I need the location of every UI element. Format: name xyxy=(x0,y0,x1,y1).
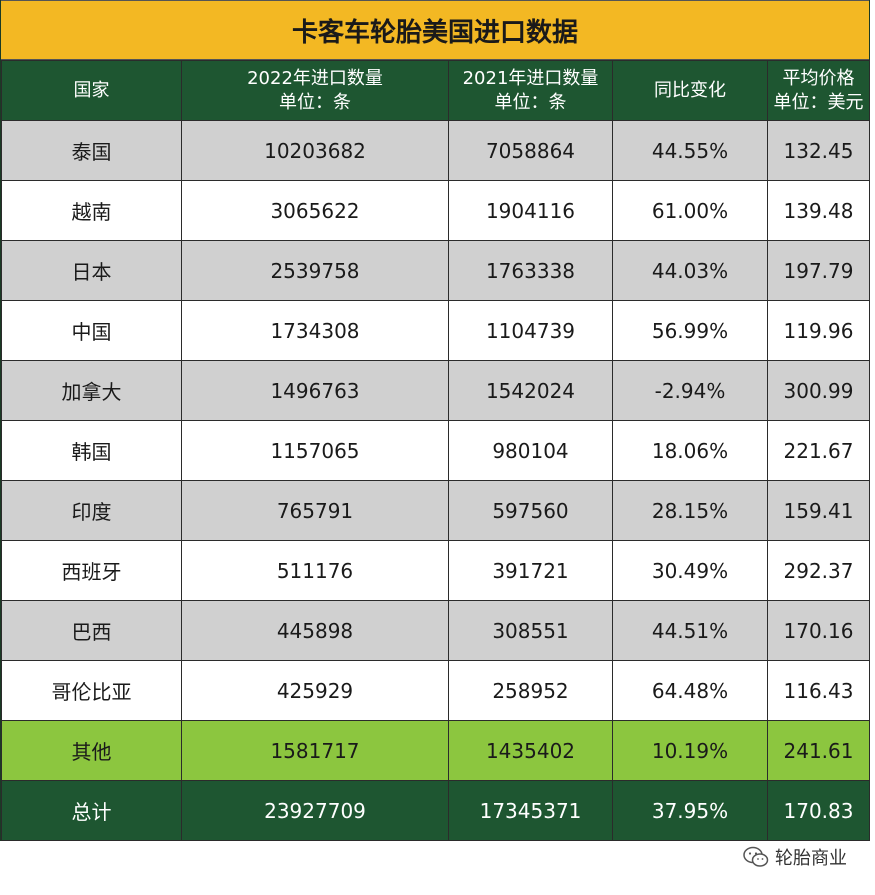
header-qty-2022: 2022年进口数量 单位：条 xyxy=(181,60,449,121)
table-row: 加拿大 1496763 1542024 -2.94% 300.99 xyxy=(1,360,870,421)
table-row: 泰国 10203682 7058864 44.55% 132.45 xyxy=(1,120,870,181)
cell-qty-2022: 765791 xyxy=(181,480,449,541)
cell-qty-2022: 1157065 xyxy=(181,420,449,481)
cell-qty-2022: 425929 xyxy=(181,660,449,721)
cell-yoy: 10.19% xyxy=(612,720,768,781)
import-data-table: 国家 2022年进口数量 单位：条 2021年进口数量 单位：条 同比变化 平均价格… xyxy=(1,60,870,841)
cell-qty-2021: 1104739 xyxy=(448,300,613,361)
cell-qty-2021: 17345371 xyxy=(448,780,613,841)
cell-qty-2021: 1542024 xyxy=(448,360,613,421)
header-avg-price: 平均价格 单位：美元 xyxy=(767,60,870,121)
cell-country: 西班牙 xyxy=(1,540,182,601)
cell-yoy: 37.95% xyxy=(612,780,768,841)
header-qty-2021: 2021年进口数量 单位：条 xyxy=(448,60,613,121)
table-row: 日本 2539758 1763338 44.03% 197.79 xyxy=(1,240,870,301)
cell-country: 巴西 xyxy=(1,600,182,661)
cell-qty-2022: 511176 xyxy=(181,540,449,601)
table-row-total: 总计 23927709 17345371 37.95% 170.83 xyxy=(1,780,870,841)
cell-qty-2021: 258952 xyxy=(448,660,613,721)
cell-price: 197.79 xyxy=(767,240,870,301)
cell-yoy: 30.49% xyxy=(612,540,768,601)
cell-price: 221.67 xyxy=(767,420,870,481)
table-row-other: 其他 1581717 1435402 10.19% 241.61 xyxy=(1,720,870,781)
cell-qty-2021: 308551 xyxy=(448,600,613,661)
cell-qty-2021: 980104 xyxy=(448,420,613,481)
cell-country: 韩国 xyxy=(1,420,182,481)
cell-price: 300.99 xyxy=(767,360,870,421)
cell-country: 日本 xyxy=(1,240,182,301)
cell-country: 其他 xyxy=(1,720,182,781)
cell-price: 159.41 xyxy=(767,480,870,541)
cell-yoy: 44.03% xyxy=(612,240,768,301)
cell-yoy: 28.15% xyxy=(612,480,768,541)
data-sheet: 卡客车轮胎美国进口数据 国家 2022年进口数量 单位：条 2021年进口数量 单位… xyxy=(0,0,870,841)
header-country: 国家 xyxy=(1,60,182,121)
cell-yoy: 44.55% xyxy=(612,120,768,181)
cell-yoy: 44.51% xyxy=(612,600,768,661)
table-row: 巴西 445898 308551 44.51% 170.16 xyxy=(1,600,870,661)
cell-country: 加拿大 xyxy=(1,360,182,421)
cell-qty-2021: 391721 xyxy=(448,540,613,601)
cell-qty-2022: 1496763 xyxy=(181,360,449,421)
cell-country: 哥伦比亚 xyxy=(1,660,182,721)
cell-price: 116.43 xyxy=(767,660,870,721)
cell-country: 印度 xyxy=(1,480,182,541)
cell-price: 170.16 xyxy=(767,600,870,661)
table-row: 中国 1734308 1104739 56.99% 119.96 xyxy=(1,300,870,361)
cell-price: 241.61 xyxy=(767,720,870,781)
table-row: 越南 3065622 1904116 61.00% 139.48 xyxy=(1,180,870,241)
wechat-icon xyxy=(743,846,769,867)
header-row: 国家 2022年进口数量 单位：条 2021年进口数量 单位：条 同比变化 平均价格… xyxy=(1,60,870,121)
cell-price: 132.45 xyxy=(767,120,870,181)
cell-qty-2021: 597560 xyxy=(448,480,613,541)
cell-qty-2022: 10203682 xyxy=(181,120,449,181)
cell-yoy: 64.48% xyxy=(612,660,768,721)
table-row: 韩国 1157065 980104 18.06% 221.67 xyxy=(1,420,870,481)
table-row: 印度 765791 597560 28.15% 159.41 xyxy=(1,480,870,541)
cell-qty-2021: 1435402 xyxy=(448,720,613,781)
cell-price: 139.48 xyxy=(767,180,870,241)
cell-country: 中国 xyxy=(1,300,182,361)
cell-yoy: 18.06% xyxy=(612,420,768,481)
cell-qty-2022: 23927709 xyxy=(181,780,449,841)
cell-qty-2022: 3065622 xyxy=(181,180,449,241)
cell-qty-2021: 1763338 xyxy=(448,240,613,301)
cell-country: 总计 xyxy=(1,780,182,841)
cell-country: 泰国 xyxy=(1,120,182,181)
cell-qty-2022: 1581717 xyxy=(181,720,449,781)
cell-price: 170.83 xyxy=(767,780,870,841)
table-row: 哥伦比亚 425929 258952 64.48% 116.43 xyxy=(1,660,870,721)
cell-price: 119.96 xyxy=(767,300,870,361)
table-title: 卡客车轮胎美国进口数据 xyxy=(1,0,869,60)
cell-qty-2022: 1734308 xyxy=(181,300,449,361)
table-row: 西班牙 511176 391721 30.49% 292.37 xyxy=(1,540,870,601)
cell-qty-2022: 2539758 xyxy=(181,240,449,301)
cell-qty-2021: 7058864 xyxy=(448,120,613,181)
cell-yoy: -2.94% xyxy=(612,360,768,421)
header-yoy: 同比变化 xyxy=(612,60,768,121)
cell-yoy: 61.00% xyxy=(612,180,768,241)
source-label: 轮胎商业 xyxy=(775,848,847,869)
cell-qty-2021: 1904116 xyxy=(448,180,613,241)
cell-country: 越南 xyxy=(1,180,182,241)
cell-qty-2022: 445898 xyxy=(181,600,449,661)
cell-price: 292.37 xyxy=(767,540,870,601)
cell-yoy: 56.99% xyxy=(612,300,768,361)
source-watermark: 轮胎商业 xyxy=(743,842,847,872)
